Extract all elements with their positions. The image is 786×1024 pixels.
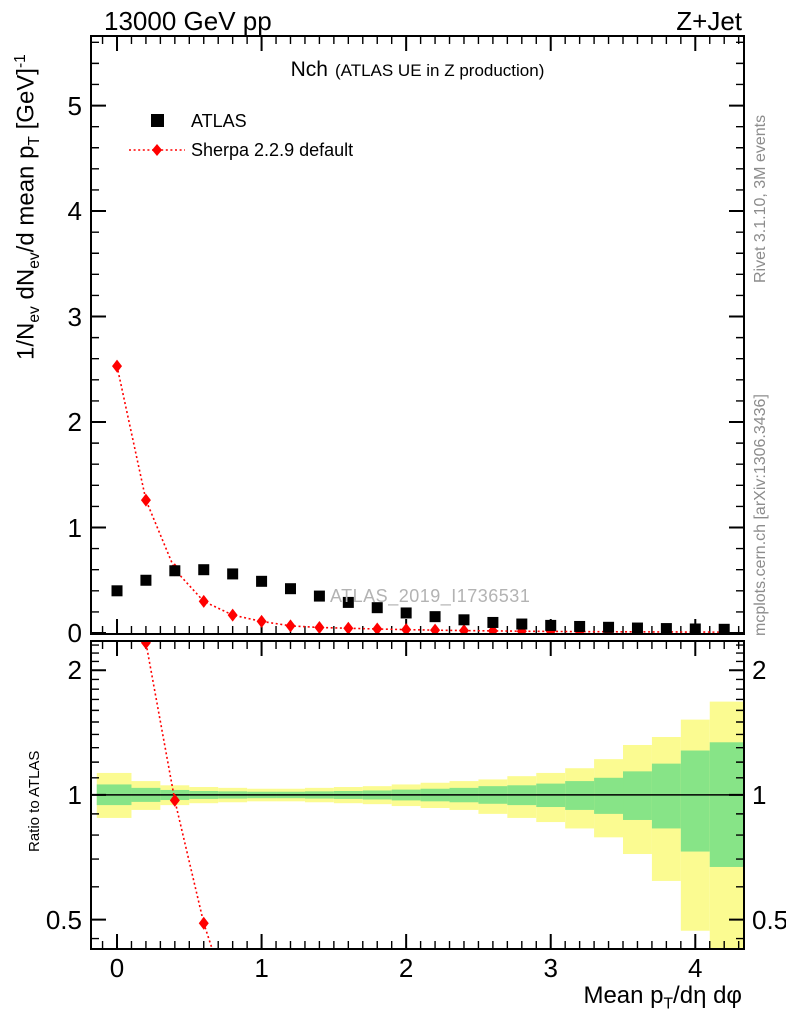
mcplots-reference-note: mcplots.cern.ch [arXiv:1306.3436]	[752, 394, 769, 636]
y-axis-title-ratio: Ratio to ATLAS	[26, 750, 43, 852]
beam-energy-label: 13000 GeV pp	[104, 6, 272, 36]
y-axis-title-main: 1/Nev dNev/d mean pT [GeV]-1	[12, 54, 44, 360]
tick-label: 2	[67, 655, 82, 686]
legend-item-atlas: ATLAS	[128, 108, 247, 134]
plot-title: Nch (ATLAS UE in Z production)	[90, 58, 745, 82]
process-label: Z+Jet	[676, 6, 742, 36]
square-marker-icon	[150, 113, 164, 127]
tick-label: 0	[67, 618, 82, 648]
tick-label: 0.5	[752, 904, 786, 935]
ratio-canvas	[92, 642, 743, 948]
tick-label: 2	[67, 407, 82, 438]
legend-item-sherpa: Sherpa 2.2.9 default	[128, 137, 353, 163]
analysis-id-watermark: ATLAS_2019_I1736531	[330, 586, 531, 606]
tick-label: 1	[752, 779, 767, 810]
plot-title-observable: Nch	[290, 58, 328, 81]
legend-label-atlas: ATLAS	[191, 110, 247, 131]
tick-label: 1	[67, 512, 82, 543]
generator-version-note: Rivet 3.1.10, 3M events	[752, 114, 769, 283]
legend-marker-atlas	[128, 111, 186, 132]
main-plot-canvas	[92, 37, 743, 633]
tick-label: 4	[688, 953, 703, 983]
tick-label: 2	[752, 655, 767, 686]
tick-label: 3	[543, 953, 558, 983]
main-plot-panel	[90, 35, 745, 635]
tick-label: 0.5	[45, 904, 82, 935]
diamond-line-marker-icon	[129, 144, 185, 156]
ratio-panel	[90, 640, 745, 950]
x-axis-title: Mean pT/dη dφ	[583, 982, 742, 1013]
legend-label-sherpa: Sherpa 2.2.9 default	[191, 139, 354, 160]
tick-label: 0	[109, 953, 125, 983]
plot-title-detail: (ATLAS UE in Z production)	[334, 61, 545, 80]
tick-label: 1	[254, 953, 269, 983]
tick-label: 2	[398, 953, 414, 983]
